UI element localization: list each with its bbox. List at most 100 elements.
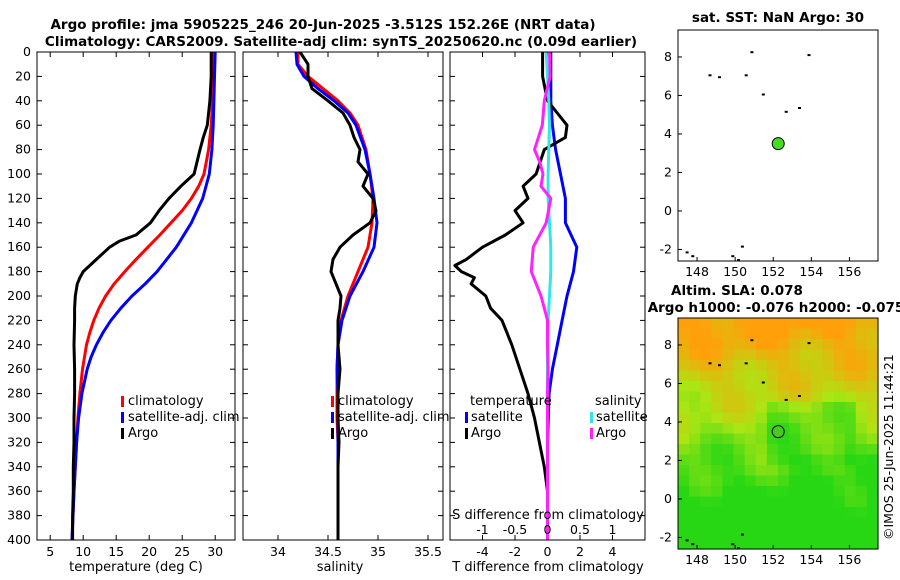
- sla-cell: [744, 496, 757, 508]
- sla-cell: [711, 433, 724, 445]
- sla-cell: [766, 496, 779, 508]
- y-tick-label: 180: [7, 264, 31, 279]
- sla-cell: [766, 412, 779, 424]
- sla-cell: [789, 486, 801, 498]
- sla-cell: [766, 318, 779, 330]
- legend-label: climatology: [128, 394, 204, 409]
- sla-cell: [733, 454, 746, 466]
- sla-cell: [866, 349, 879, 361]
- series-line-1: [70, 52, 217, 540]
- sla-cell: [844, 360, 857, 372]
- sla-cell: [789, 360, 801, 372]
- legend-swatch: [121, 412, 124, 423]
- figure-title-line2: Climatology: CARS2009. Satellite-adj cli…: [45, 34, 637, 50]
- sla-cell: [733, 391, 746, 403]
- legend-swatch: [331, 396, 334, 407]
- sla-cell: [733, 360, 746, 372]
- sla-cell: [778, 454, 790, 466]
- sla-cell: [700, 517, 712, 529]
- sla-cell: [866, 381, 879, 393]
- sla-cell: [833, 360, 846, 372]
- sla-cell: [844, 318, 857, 330]
- sla-cell: [811, 391, 824, 403]
- sla-cell: [755, 402, 768, 414]
- sla-cell: [778, 486, 790, 498]
- y-tick-label: 140: [7, 215, 31, 230]
- sla-cell: [700, 486, 712, 498]
- sla-cell: [866, 496, 879, 508]
- sla-cell: [700, 444, 712, 456]
- coastline-speck: [761, 93, 765, 96]
- sla-cell: [744, 528, 757, 540]
- sla-cell: [778, 528, 790, 540]
- sla-cell: [744, 465, 757, 477]
- sla-cell: [822, 318, 835, 330]
- sla-cell: [800, 538, 812, 550]
- sla-cell: [678, 328, 690, 340]
- sla-cell: [733, 444, 746, 456]
- x-tick-label: 152: [761, 552, 785, 567]
- sla-cell: [855, 433, 868, 445]
- sla-cell: [866, 412, 879, 424]
- sla-cell: [733, 412, 746, 424]
- sla-cell: [755, 391, 768, 403]
- sla-cell: [789, 517, 801, 529]
- x-tick-label: 35: [370, 544, 386, 559]
- x-tick-label: 4: [609, 544, 617, 559]
- coastline-speck: [691, 255, 695, 258]
- sla-cell: [700, 360, 712, 372]
- legend-label: climatology: [338, 394, 414, 409]
- sla-cell: [711, 339, 724, 351]
- x-tick-label: 156: [837, 264, 861, 279]
- sla-cell: [866, 328, 879, 340]
- sla-cell: [700, 496, 712, 508]
- sla-cell: [811, 496, 824, 508]
- sla-cell: [778, 318, 790, 330]
- y-tick-label: 240: [7, 337, 31, 352]
- sla-cell: [755, 318, 768, 330]
- sla-cell: [811, 433, 824, 445]
- coastline-speck: [744, 362, 748, 365]
- legend-swatch: [590, 412, 593, 423]
- sla-cell: [833, 391, 846, 403]
- sla-cell: [766, 360, 779, 372]
- sla-cell: [733, 538, 746, 550]
- sla-cell: [766, 475, 779, 487]
- sla-cell: [744, 339, 757, 351]
- sla-cell: [789, 391, 801, 403]
- sla-cell: [711, 402, 724, 414]
- sla-cell: [789, 381, 801, 393]
- legend-swatch: [331, 412, 334, 423]
- sla-cell: [833, 381, 846, 393]
- y-tick-label: 340: [7, 459, 31, 474]
- sla-cell: [833, 517, 846, 529]
- sla-cell: [822, 360, 835, 372]
- sla-cell: [766, 486, 779, 498]
- sla-cell: [822, 391, 835, 403]
- x-tick-label: 20: [141, 544, 157, 559]
- sla-cell: [844, 517, 857, 529]
- sla-cell: [844, 444, 857, 456]
- sla-cell: [822, 339, 835, 351]
- sla-cell: [722, 475, 735, 487]
- y-tick-label: 0: [23, 44, 31, 59]
- y-tick-label: 4: [664, 414, 672, 429]
- legend-swatch: [121, 428, 124, 439]
- sla-cell: [789, 370, 801, 382]
- coastline-speck: [807, 54, 811, 57]
- sla-cell: [766, 444, 779, 456]
- sla-cell: [711, 454, 724, 466]
- coastline-speck: [740, 245, 744, 248]
- sla-cell: [822, 328, 835, 340]
- sla-cell: [755, 328, 768, 340]
- sla-cell: [833, 349, 846, 361]
- sla-cell: [744, 370, 757, 382]
- sla-cell: [855, 391, 868, 403]
- sla-cell: [700, 381, 712, 393]
- sla-cell: [722, 402, 735, 414]
- coastline-speck: [740, 533, 744, 536]
- sla-cell: [822, 444, 835, 456]
- sla-cell: [866, 486, 879, 498]
- sla-cell: [800, 391, 812, 403]
